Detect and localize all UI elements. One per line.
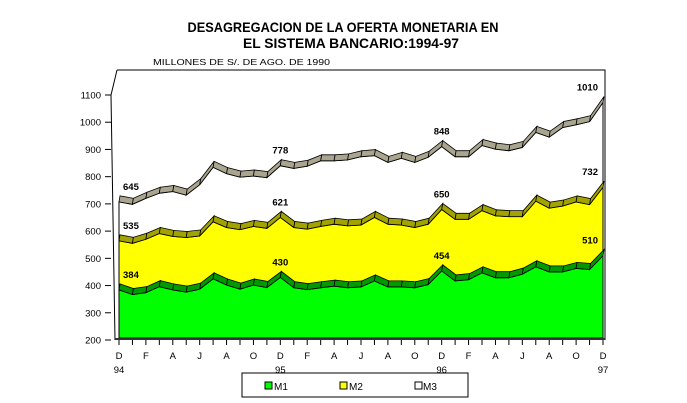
data-label-m1: 454 <box>434 251 451 262</box>
series-segment-m2 <box>589 180 605 205</box>
data-label-m1: 510 <box>582 236 598 247</box>
chart-title-line-2: EL SISTEMA BANCARIO:1994-97 <box>243 35 459 51</box>
series-segment-m2 <box>508 210 524 218</box>
x-tick-label: J <box>197 351 202 362</box>
series-segment-m2 <box>172 229 188 238</box>
series-segment-m1 <box>575 261 592 270</box>
x-tick-label: F <box>304 351 310 362</box>
legend-label-m1: M1 <box>274 382 288 393</box>
series-segment-m3 <box>333 153 350 162</box>
series-segment-m1 <box>387 280 403 288</box>
x-tick-label: D <box>438 351 445 362</box>
x-tick-label: F <box>466 351 472 362</box>
x-tick-label: A <box>331 351 338 362</box>
back-wall-edge <box>117 69 606 340</box>
legend-label-m3: M3 <box>423 382 437 393</box>
x-tick-label: D <box>277 351 284 362</box>
y-tick-label: 800 <box>85 172 101 183</box>
series-m1 <box>118 248 605 339</box>
y-axis-line <box>110 69 118 341</box>
legend-item-m2: M2 <box>339 381 363 393</box>
series-segment-m3 <box>158 185 175 194</box>
x-year-label: 96 <box>436 365 447 376</box>
series-segment-m1 <box>400 280 417 289</box>
legend-swatch-m2 <box>339 381 348 390</box>
legend: M1 M2 M3 <box>241 372 469 398</box>
series-segment-m2 <box>347 218 363 227</box>
data-label-m1: 430 <box>272 257 288 268</box>
series-segment-m3 <box>589 96 605 122</box>
series-segment-m3 <box>494 142 511 152</box>
x-year-label: 95 <box>275 365 286 376</box>
series-segment-m3 <box>239 169 255 178</box>
series-segment-m2 <box>387 217 403 226</box>
y-tick-label: 700 <box>85 199 101 210</box>
data-label-m2: 621 <box>272 197 289 208</box>
y-tick-label: 300 <box>85 308 101 319</box>
series-segment-m1 <box>454 273 471 282</box>
legend-swatch-m1 <box>264 381 273 390</box>
chart-title-line-1: DESAGREGACION DE LA OFERTA MONETARIA EN <box>188 19 499 35</box>
legend-item-m3: M3 <box>414 381 437 393</box>
series-segment-m1 <box>494 271 511 279</box>
series-segment-m2 <box>333 217 350 227</box>
data-label-m2: 650 <box>434 190 450 201</box>
data-label-m3: 778 <box>272 146 288 157</box>
x-tick-label: D <box>116 351 123 362</box>
series-segment-m1 <box>333 279 350 289</box>
plot-area: 200 300 400 500 600 700 800 900 1000 1100 D F A J A O D F… <box>80 69 609 376</box>
legend-label-m2: M2 <box>349 382 363 393</box>
chart-subtitle: MILLONES DE S/. DE AGO. DE 1990 <box>153 57 330 67</box>
series-segment-m2 <box>494 209 511 218</box>
data-label-m2: 535 <box>123 221 140 232</box>
x-tick-label: J <box>520 351 525 362</box>
series-segment-m1 <box>320 279 336 289</box>
x-tick-label: O <box>250 351 257 362</box>
x-tick-label: A <box>223 351 230 362</box>
data-label-m3: 1010 <box>577 83 598 94</box>
legend-box <box>241 372 469 398</box>
x-tick-label: A <box>385 351 392 362</box>
series-segment-m1 <box>347 280 363 289</box>
series-segment-m3 <box>454 150 471 158</box>
series-segment-m1 <box>588 248 605 271</box>
data-label-m3: 848 <box>434 127 450 138</box>
series-segment-m2 <box>454 212 471 220</box>
x-tick-label: J <box>359 351 364 362</box>
y-tick-label: 200 <box>85 336 101 347</box>
y-tick-label: 600 <box>85 227 101 238</box>
legend-item-m1: M1 <box>264 381 288 393</box>
series-segment-m2 <box>293 221 309 230</box>
x-tick-label: F <box>143 351 149 362</box>
series-segment-m2 <box>185 229 202 238</box>
y-tick-label: 900 <box>85 145 101 156</box>
y-tick-label: 500 <box>85 254 101 265</box>
y-tick-label: 1100 <box>81 91 101 102</box>
data-label-m3: 645 <box>123 182 140 193</box>
x-year-label: 94 <box>114 365 125 376</box>
y-tick-label: 400 <box>85 281 101 292</box>
series-segment-m3 <box>252 169 269 179</box>
x-tick-label: O <box>411 351 418 362</box>
series-segment-m3 <box>320 154 336 162</box>
x-tick-label: A <box>546 351 553 362</box>
series-segment-m1 <box>548 265 565 273</box>
x-tick-label: A <box>170 351 177 362</box>
legend-swatch-m3 <box>414 381 423 390</box>
x-tick-label: O <box>572 351 579 362</box>
y-tick-label: 1000 <box>80 118 101 129</box>
x-tick-label: D <box>600 351 607 362</box>
x-tick-label: A <box>492 351 499 362</box>
series-segment-m3 <box>360 149 376 158</box>
data-label-m2: 732 <box>582 167 598 178</box>
data-label-m1: 384 <box>123 270 140 281</box>
x-year-label: 97 <box>598 365 609 376</box>
